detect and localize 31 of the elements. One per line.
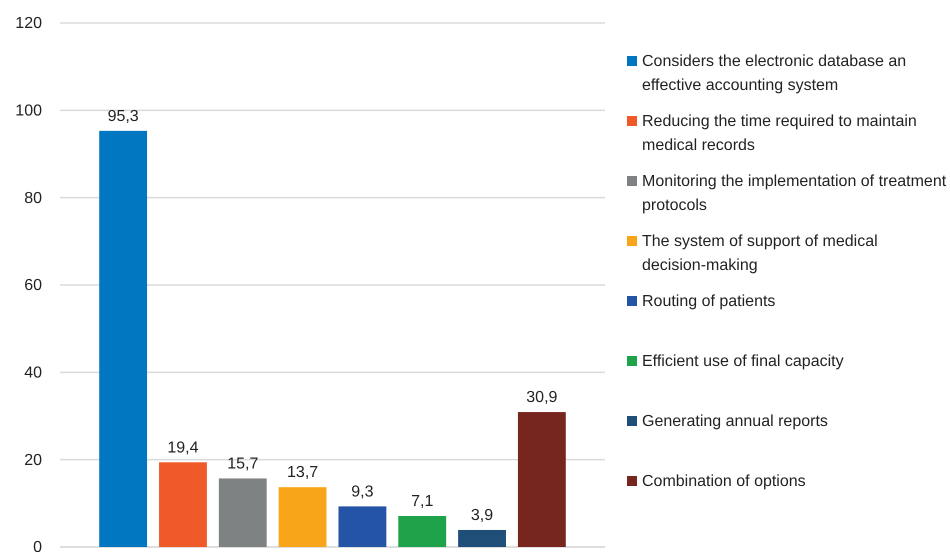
- y-tick-label: 120: [15, 15, 42, 32]
- y-tick-label: 40: [24, 364, 42, 382]
- y-tick-label: 100: [15, 102, 42, 120]
- bar: [398, 516, 446, 547]
- y-tick-label: 0: [33, 539, 42, 552]
- y-tick-label: 20: [24, 452, 42, 469]
- data-label: 95,3: [108, 108, 139, 125]
- bar: [518, 412, 566, 547]
- bar: [338, 506, 386, 547]
- bar: [218, 478, 267, 547]
- legend-label: Generating annual reports: [642, 413, 828, 430]
- bar: [278, 487, 327, 547]
- legend-label: Routing of patients: [642, 293, 776, 310]
- y-tick-label: 60: [24, 277, 42, 294]
- legend-label: Efficient use of final capacity: [642, 353, 844, 370]
- data-label: 13,7: [287, 464, 318, 482]
- data-label: 3,9: [470, 506, 494, 524]
- legend-label: Considers the electronic database an effective accounting system: [642, 53, 906, 94]
- bar: [99, 130, 148, 547]
- legend-label: Reducing the time required to maintain medical records: [642, 113, 917, 154]
- data-label: 9,3: [351, 483, 374, 500]
- data-label: 7,1: [411, 492, 434, 510]
- legend-label: The system of support of medical decision-making: [642, 233, 878, 274]
- legend-label: Combination of options: [642, 473, 806, 490]
- data-label: 19,4: [167, 439, 199, 456]
- bar: [458, 530, 506, 547]
- bar: [159, 462, 207, 547]
- data-label: 30,9: [526, 389, 558, 406]
- data-label: 15,7: [227, 455, 258, 472]
- legend-label: Monitoring the implementation of treatment protocols: [642, 173, 947, 214]
- y-tick-label: 80: [24, 190, 42, 207]
